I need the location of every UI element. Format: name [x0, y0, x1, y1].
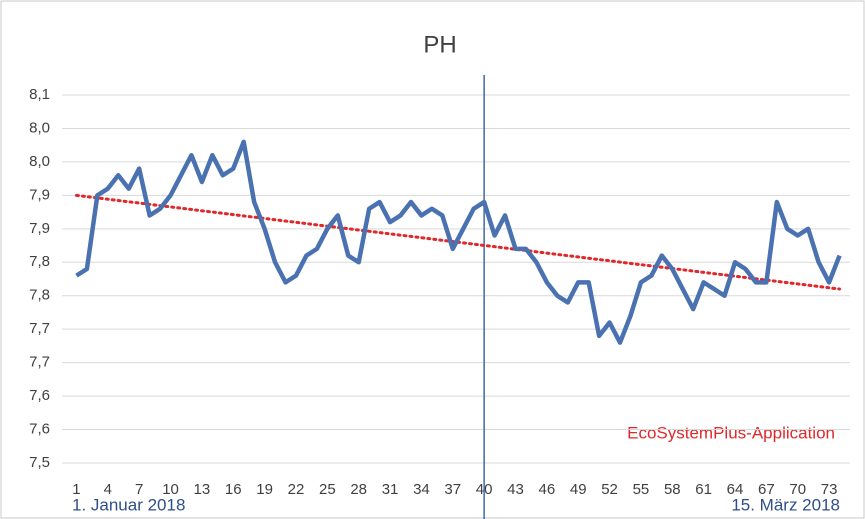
x-tick-label: 49	[570, 481, 587, 498]
y-tick-label: 7,9	[29, 220, 50, 237]
x-tick-label: 52	[601, 481, 618, 498]
x-tick-label: 22	[288, 481, 305, 498]
x-tick-label: 70	[789, 481, 806, 498]
x-tick-label: 16	[225, 481, 242, 498]
x-tick-label: 1	[72, 481, 80, 498]
y-tick-label: 7,7	[29, 320, 50, 337]
x-tick-label: 31	[382, 481, 399, 498]
y-tick-label: 7,8	[29, 253, 50, 270]
y-tick-label: 7,9	[29, 186, 50, 203]
y-tick-label: 8,0	[29, 153, 50, 170]
x-tick-label: 67	[758, 481, 775, 498]
start-date: 1. Januar 2018	[72, 495, 185, 514]
y-tick-label: 7,6	[29, 421, 50, 438]
y-tick-label: 8,1	[29, 86, 50, 103]
y-tick-label: 8,0	[29, 119, 50, 136]
x-tick-label: 64	[727, 481, 744, 498]
x-tick-label: 34	[413, 481, 430, 498]
y-tick-label: 7,7	[29, 354, 50, 371]
x-tick-label: 46	[539, 481, 556, 498]
y-tick-label: 7,5	[29, 454, 50, 471]
x-tick-label: 55	[633, 481, 650, 498]
y-tick-label: 7,6	[29, 387, 50, 404]
chart-title: PH	[423, 31, 456, 58]
x-tick-label: 7	[135, 481, 143, 498]
x-tick-label: 4	[104, 481, 112, 498]
x-tick-label: 58	[664, 481, 681, 498]
x-tick-label: 10	[162, 481, 179, 498]
x-tick-label: 43	[507, 481, 524, 498]
x-tick-label: 61	[695, 481, 712, 498]
x-tick-label: 25	[319, 481, 336, 498]
x-tick-label: 28	[350, 481, 367, 498]
annotation: EcoSystemPlus-Application	[627, 423, 835, 442]
x-tick-label: 73	[821, 481, 838, 498]
data-line	[75, 139, 842, 345]
y-tick-label: 7,8	[29, 287, 50, 304]
x-tick-label: 19	[256, 481, 273, 498]
x-tick-label: 13	[194, 481, 211, 498]
x-tick-label: 37	[444, 481, 461, 498]
end-date: 15. März 2018	[731, 495, 840, 514]
